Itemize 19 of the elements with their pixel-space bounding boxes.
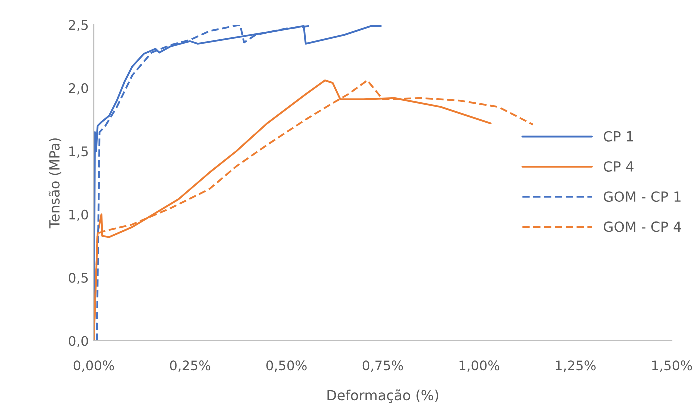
- y-tick-label: 0,0: [69, 336, 88, 348]
- x-tick-label: 0,00%: [74, 360, 114, 372]
- x-tick-label: 0,50%: [266, 360, 307, 372]
- y-tick-label: 2,5: [69, 20, 88, 32]
- legend-label: CP 4: [604, 161, 634, 172]
- y-tick-label: 0,5: [69, 273, 88, 284]
- x-tick-label: 0,75%: [362, 360, 404, 372]
- x-tick-label: 0,25%: [170, 360, 211, 372]
- x-axis-title: Deformação (%): [328, 390, 438, 404]
- x-tick-label: 1,00%: [460, 360, 500, 372]
- y-tick-label: 1,0: [70, 210, 88, 222]
- x-tick-label: 1,25%: [556, 360, 596, 372]
- y-tick-label: 1,5: [70, 146, 88, 158]
- x-tick-label: 1,50%: [652, 360, 692, 372]
- y-axis-title: Tensão (MPa): [48, 138, 62, 229]
- legend-label: GOM - CP 1: [604, 192, 681, 202]
- legend-label: CP 1: [604, 131, 634, 142]
- y-tick-label: 2,0: [69, 83, 88, 95]
- legend-label: GOM - CP 4: [604, 222, 682, 232]
